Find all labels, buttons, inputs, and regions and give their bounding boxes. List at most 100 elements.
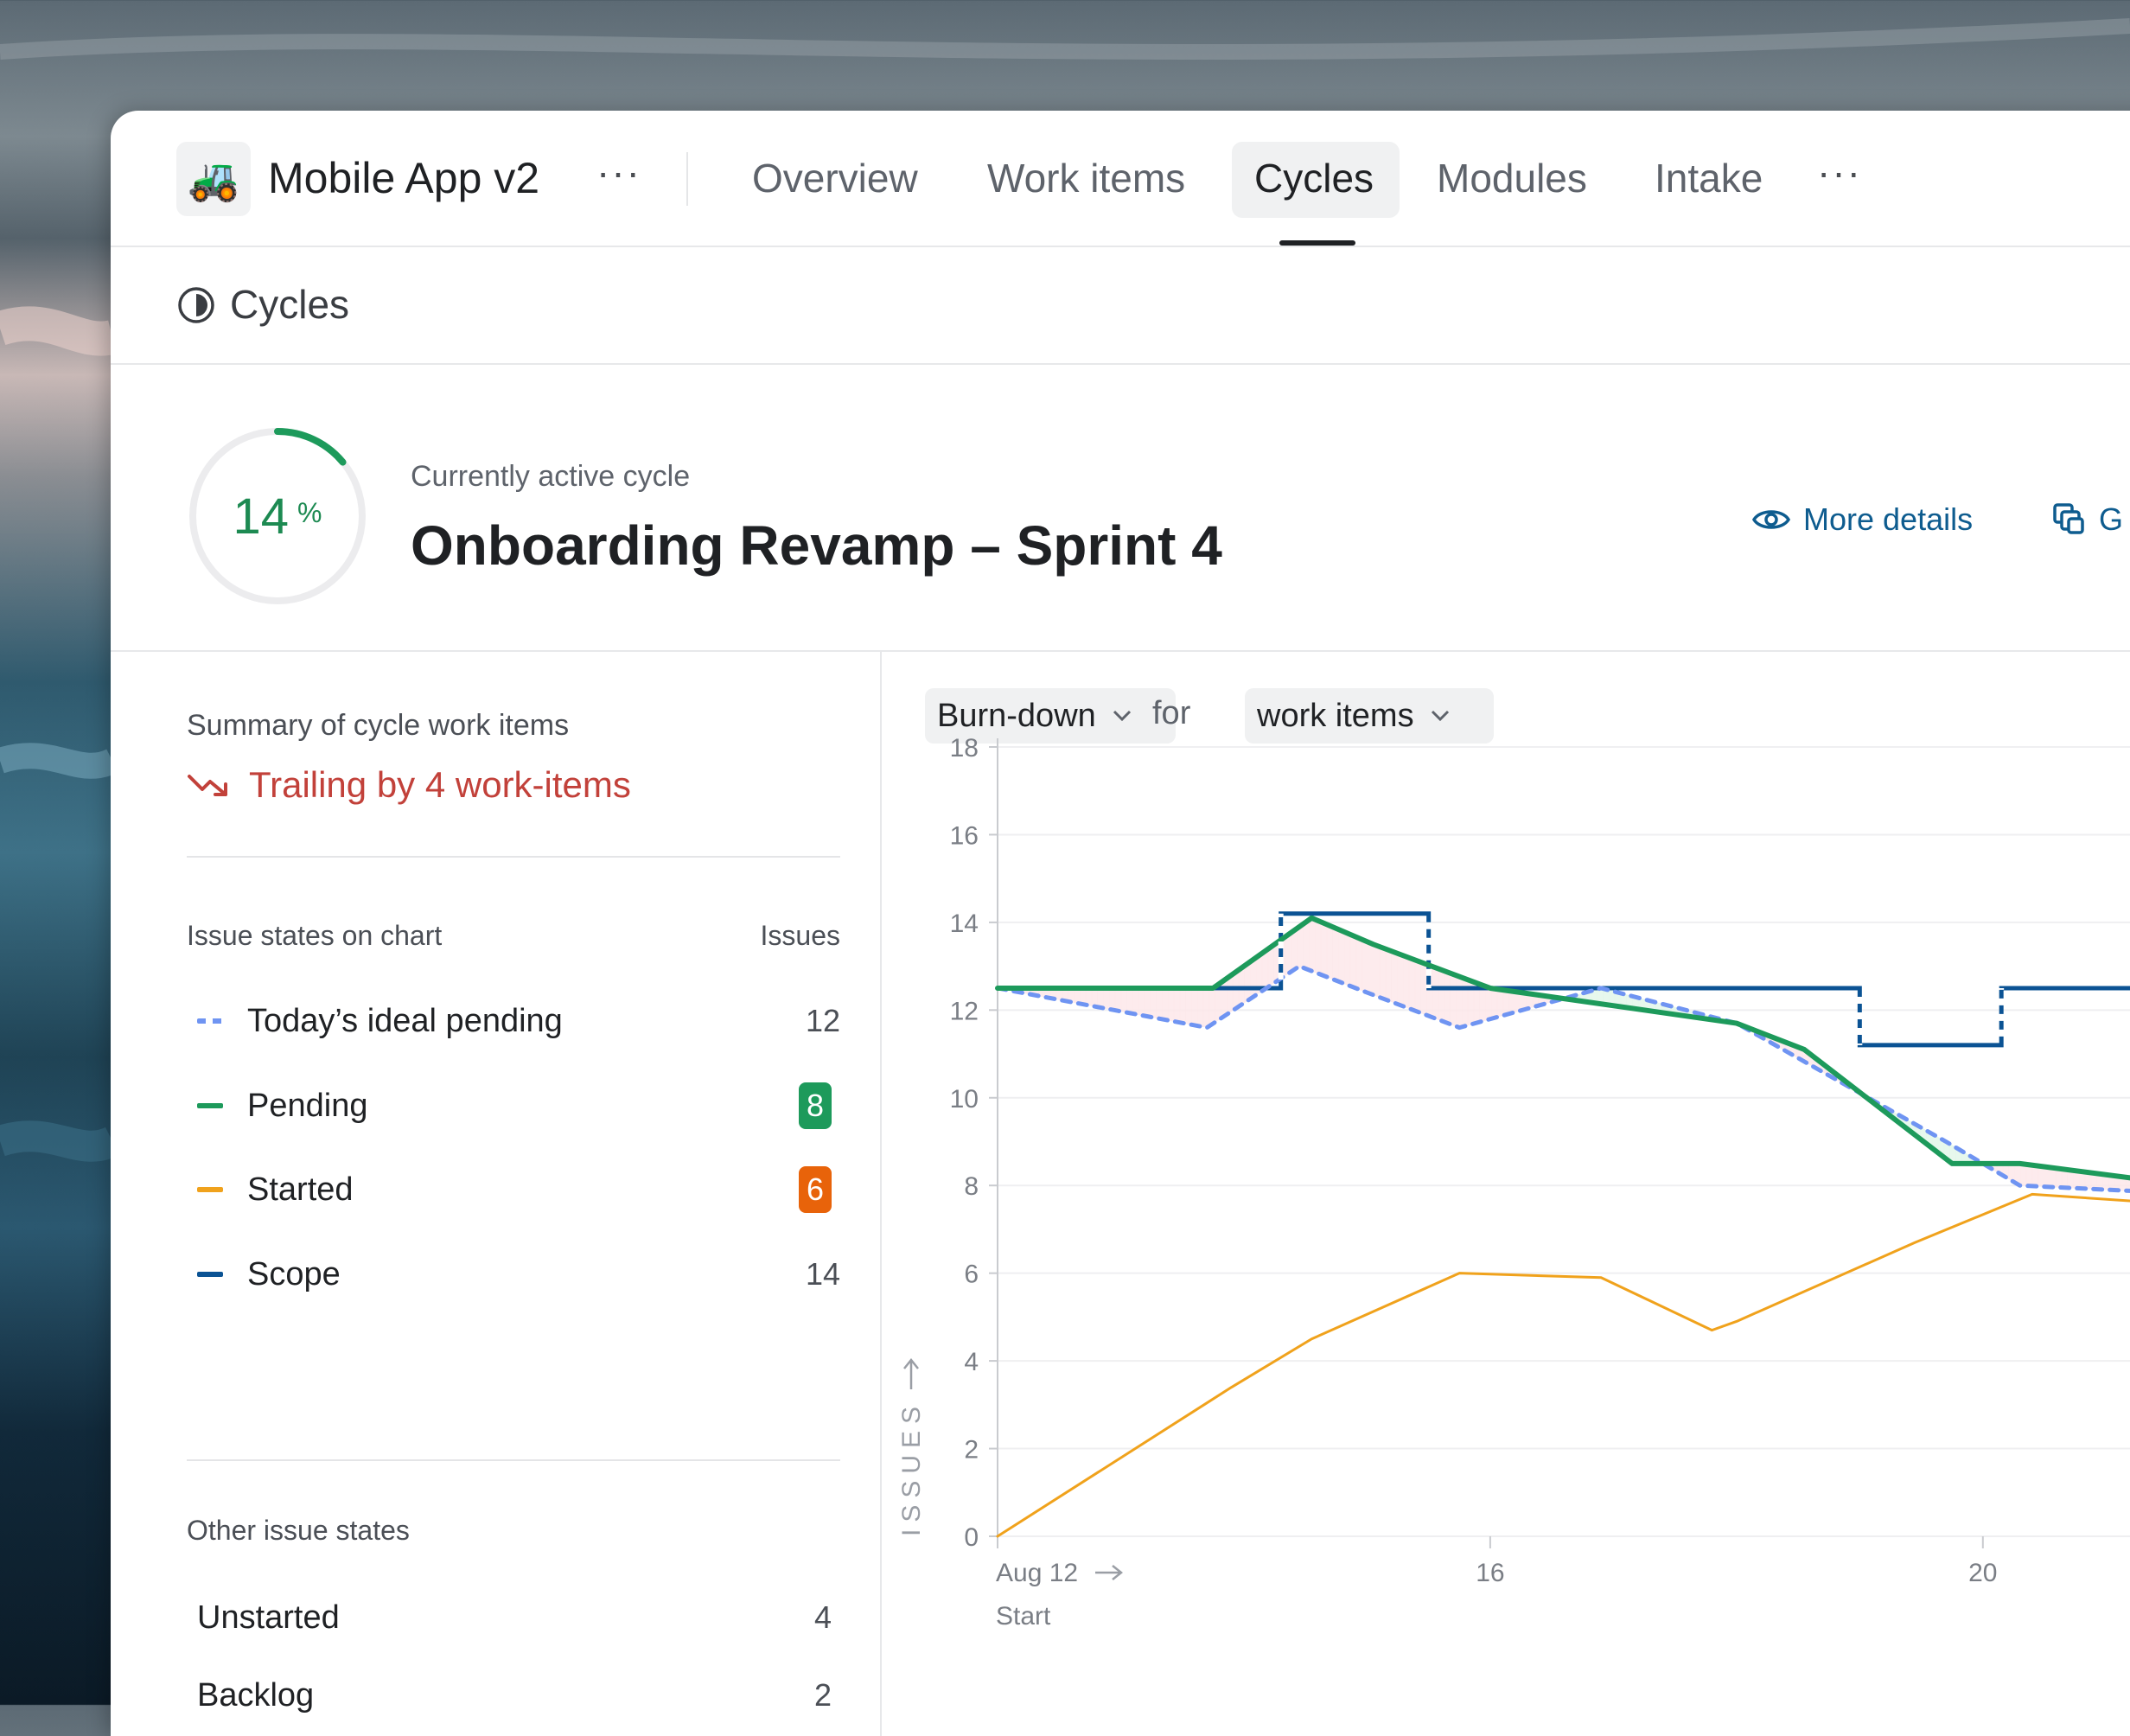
y-tick-label: 8 bbox=[964, 1172, 979, 1201]
gap-fill-segment bbox=[1379, 946, 1387, 1000]
gap-fill-segment bbox=[1202, 987, 1210, 1028]
gap-fill-segment bbox=[1303, 919, 1310, 971]
gap-fill-segment bbox=[1408, 957, 1416, 1012]
more-details-label: More details bbox=[1803, 501, 1974, 537]
layers-icon bbox=[2053, 503, 2084, 534]
y-tick-label: 12 bbox=[950, 997, 979, 1025]
y-tick-label: 16 bbox=[950, 821, 979, 850]
y-tick-label: 6 bbox=[964, 1261, 979, 1289]
gap-fill-segment bbox=[1397, 953, 1404, 1007]
chart-entity-value: work items bbox=[1257, 697, 1414, 734]
issues-column-heading: Issues bbox=[760, 920, 840, 951]
tab-intake[interactable]: Intake bbox=[1655, 156, 1763, 201]
gap-fill-segment bbox=[1402, 954, 1410, 1009]
series-line-started bbox=[996, 1192, 2130, 1538]
state-row-ideal[interactable]: Today’s ideal pending 12 bbox=[197, 996, 840, 1048]
series-line-pending bbox=[995, 915, 2130, 1181]
more-details-button[interactable]: More details bbox=[1751, 501, 1973, 538]
gap-fill-segment bbox=[1191, 987, 1198, 1026]
gap-fill-segment bbox=[1420, 961, 1427, 1016]
legend-swatch bbox=[197, 1272, 223, 1277]
gap-fill-segment bbox=[1444, 970, 1451, 1024]
arrow-right-icon bbox=[1095, 1565, 1124, 1580]
app-window: 🚜 Mobile App v2 ··· Overview Work items … bbox=[111, 111, 2130, 1736]
x-tick-label: 20 bbox=[1968, 1559, 1997, 1587]
gap-fill-segment bbox=[1120, 987, 1127, 1013]
tab-overview[interactable]: Overview bbox=[752, 156, 918, 201]
gap-fill-segment bbox=[1332, 926, 1339, 982]
state-count: 12 bbox=[805, 1003, 840, 1038]
gap-fill-segment bbox=[1185, 987, 1192, 1025]
y-tick-label: 10 bbox=[950, 1085, 979, 1114]
gap-fill-segment bbox=[1338, 929, 1345, 985]
gap-fill-segment bbox=[1385, 948, 1392, 1003]
y-tick-label: 0 bbox=[964, 1523, 979, 1552]
gap-fill-segment bbox=[1343, 931, 1351, 986]
active-cycle-title[interactable]: Onboarding Revamp – Sprint 4 bbox=[411, 514, 1222, 577]
x-tick-label: 16 bbox=[1476, 1559, 1504, 1587]
burndown-chart: 0 2 4 6 8 10 12 14 16 18 Aug 12 Start 16 20 ISSUES bbox=[897, 734, 2130, 1631]
trend-text: Trailing by 4 work-items bbox=[249, 764, 631, 805]
gap-fill-segment bbox=[1456, 974, 1463, 1028]
chart-area-fills bbox=[997, 919, 2130, 1191]
x-tick-label: Aug 12 bbox=[996, 1559, 1078, 1587]
project-name[interactable]: Mobile App v2 bbox=[268, 154, 540, 202]
gap-fill-segment bbox=[2019, 1163, 2027, 1186]
state-row-pending[interactable]: Pending 8 bbox=[197, 1081, 840, 1133]
other-state-label: Backlog bbox=[197, 1677, 315, 1714]
pending-count-badge: 8 bbox=[799, 1082, 832, 1129]
other-state-row-unstarted[interactable]: Unstarted 4 bbox=[197, 1592, 840, 1644]
gap-fill-segment bbox=[1508, 990, 1515, 1015]
state-count: 14 bbox=[805, 1256, 840, 1292]
cycle-progress-unit: % bbox=[297, 496, 322, 528]
chart-type-dropdown[interactable]: Burn-down bbox=[925, 688, 1176, 744]
gap-fill-segment bbox=[1450, 973, 1457, 1027]
cycle-icon bbox=[178, 287, 214, 323]
summary-divider bbox=[187, 1459, 840, 1461]
gap-fill-segment bbox=[1461, 977, 1469, 1028]
gap-fill-segment bbox=[1391, 950, 1398, 1005]
gap-fill-segment bbox=[1138, 987, 1145, 1017]
state-label: Scope bbox=[247, 1256, 341, 1292]
project-emoji-icon[interactable]: 🚜 bbox=[176, 142, 251, 216]
active-tab-highlight bbox=[1232, 142, 1400, 218]
gap-fill-segment bbox=[1320, 921, 1328, 978]
chart-entity-dropdown[interactable]: work items bbox=[1245, 688, 1494, 744]
active-cycle-card: 14 % Currently active cycle Onboarding R… bbox=[111, 365, 2130, 652]
project-more-icon[interactable]: ··· bbox=[596, 150, 641, 195]
started-count-badge: 6 bbox=[799, 1166, 832, 1213]
state-row-started[interactable]: Started 6 bbox=[197, 1165, 840, 1216]
chart-type-value: Burn-down bbox=[937, 697, 1096, 734]
nav-more-icon[interactable]: ··· bbox=[1817, 150, 1862, 195]
other-state-row-backlog[interactable]: Backlog 2 bbox=[197, 1670, 840, 1722]
tab-cycles[interactable]: Cycles bbox=[1254, 156, 1374, 201]
for-label: for bbox=[1152, 695, 1191, 731]
gap-fill-segment bbox=[1368, 941, 1374, 996]
other-state-count: 4 bbox=[813, 1599, 832, 1635]
state-label: Today’s ideal pending bbox=[247, 1003, 563, 1039]
gap-fill-segment bbox=[1496, 988, 1504, 1018]
y-tick-label: 4 bbox=[964, 1348, 979, 1376]
gap-fill-segment bbox=[1156, 987, 1163, 1020]
x-axis-start-label: Start bbox=[996, 1602, 1051, 1631]
secondary-action-button[interactable]: G bbox=[2052, 501, 2123, 538]
tab-work-items[interactable]: Work items bbox=[987, 156, 1186, 201]
state-row-scope[interactable]: Scope 14 bbox=[197, 1249, 840, 1301]
gap-fill-segment bbox=[1091, 987, 1098, 1008]
cycle-progress-label: 14 % bbox=[187, 425, 368, 607]
gap-fill-segment bbox=[1196, 987, 1204, 1028]
y-tick-label: 2 bbox=[964, 1436, 979, 1465]
gap-fill-segment bbox=[1126, 987, 1133, 1014]
chart-series bbox=[995, 911, 2130, 1538]
trend-status: Trailing by 4 work-items bbox=[187, 764, 631, 806]
gap-fill-segment bbox=[1349, 934, 1357, 989]
y-axis-label: ISSUES bbox=[897, 1400, 926, 1536]
gap-fill-segment bbox=[1326, 923, 1333, 980]
tab-modules[interactable]: Modules bbox=[1437, 156, 1587, 201]
other-state-count: 2 bbox=[813, 1677, 832, 1713]
series-line-scope bbox=[995, 911, 2130, 1048]
arrow-up-icon bbox=[903, 1357, 919, 1389]
y-tick-label: 14 bbox=[950, 909, 979, 938]
gap-fill-segment bbox=[1485, 986, 1492, 1021]
gap-fill-segment bbox=[1108, 987, 1116, 1011]
